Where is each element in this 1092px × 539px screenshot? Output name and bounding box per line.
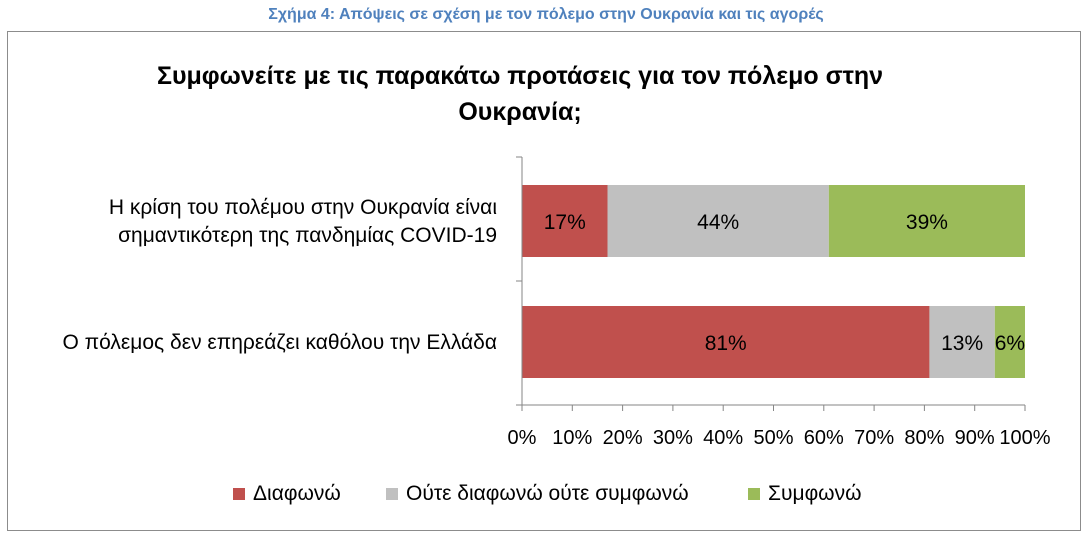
x-tick-label: 40%	[703, 427, 743, 449]
chart-title-line-1: Συμφωνείτε με τις παρακάτω προτάσεις για…	[156, 62, 884, 90]
data-label-neutral-row-2: 13%	[941, 332, 983, 355]
chart-frame	[7, 31, 1081, 531]
x-tick-label: 0%	[508, 427, 537, 449]
bar-agree-row-2	[994, 306, 1025, 378]
category-label-row-1: Η κρίση του πολέμου στην Ουκρανία είναι	[109, 196, 497, 219]
bar-neutral-row-1	[607, 185, 829, 257]
chart-legend: Διαφωνώ Ούτε διαφωνώ ούτε συμφωνώ Συμφων…	[0, 476, 1092, 512]
data-label-agree-row-1: 39%	[906, 211, 948, 234]
data-label-neutral-row-1: 44%	[697, 211, 739, 234]
category-label-row-1: σημαντικότερη της πανδημίας COVID-19	[118, 224, 497, 247]
bar-disagree-row-1	[522, 185, 608, 257]
x-tick-label: 10%	[552, 427, 592, 449]
legend-item-agree: Συμφωνώ	[748, 476, 861, 512]
x-tick-label: 100%	[999, 427, 1050, 449]
x-tick-label: 70%	[854, 427, 894, 449]
data-label-agree-row-2: 6%	[995, 332, 1025, 355]
legend-swatch-neutral	[386, 488, 398, 500]
category-label-row-2: Ο πόλεμος δεν επηρεάζει καθόλου την Ελλά…	[62, 331, 497, 354]
legend-item-neutral: Ούτε διαφωνώ ούτε συμφωνώ	[386, 476, 689, 512]
x-tick-label: 30%	[653, 427, 693, 449]
data-label-disagree-row-2: 81%	[705, 332, 747, 355]
legend-swatch-disagree	[233, 488, 245, 500]
x-tick-label: 90%	[955, 427, 995, 449]
chart-title: Συμφωνείτε με τις παρακάτω προτάσεις για…	[130, 58, 910, 130]
legend-item-disagree: Διαφωνώ	[233, 476, 341, 512]
bar-neutral-row-2	[929, 306, 995, 378]
bar-agree-row-1	[828, 185, 1025, 257]
x-tick-label: 50%	[753, 427, 793, 449]
legend-label-neutral: Ούτε διαφωνώ ούτε συμφωνώ	[406, 482, 689, 505]
x-tick-label: 60%	[804, 427, 844, 449]
legend-swatch-agree	[748, 488, 760, 500]
x-tick-label: 20%	[603, 427, 643, 449]
chart-title-line-2: Ουκρανία;	[458, 98, 582, 126]
bar-disagree-row-2	[522, 306, 930, 378]
legend-label-agree: Συμφωνώ	[768, 482, 862, 505]
legend-label-disagree: Διαφωνώ	[253, 482, 341, 505]
figure-caption: Σχήμα 4: Απόψεις σε σχέση με τον πόλεμο …	[268, 6, 824, 23]
data-label-disagree-row-1: 17%	[544, 211, 586, 234]
x-tick-label: 80%	[904, 427, 944, 449]
